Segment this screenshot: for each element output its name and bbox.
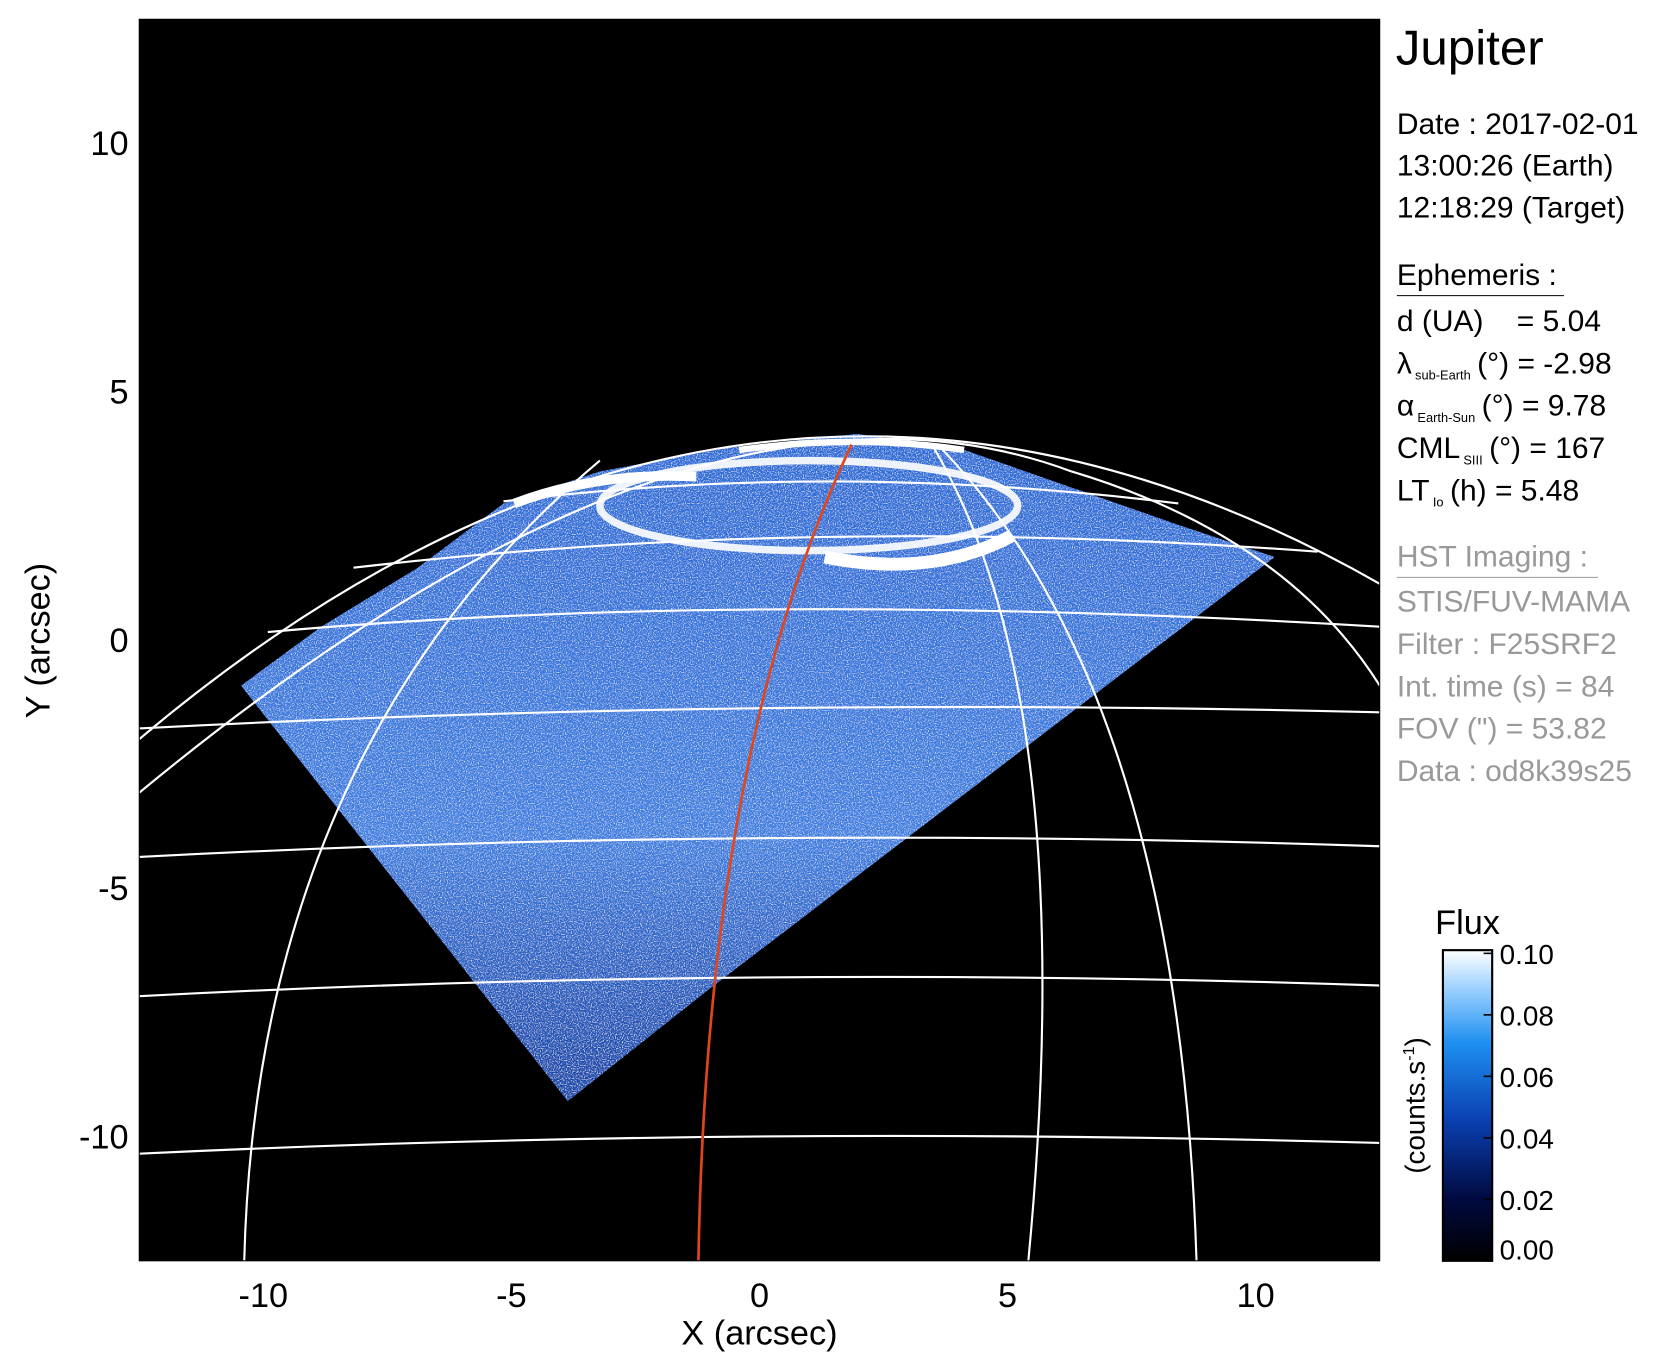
ephemeris-line: d (UA) = 5.04	[1397, 305, 1601, 338]
colorbar-label-end: )	[1400, 1037, 1431, 1046]
figure-content: X (arcsec) Y (arcsec) Jupiter Flux (coun…	[19, 18, 1639, 1352]
y-tick-label: -5	[98, 870, 128, 908]
colorbar-tick-label: 0.08	[1500, 1001, 1554, 1032]
colorbar-tick-label: 0.04	[1500, 1124, 1554, 1155]
ephemeris-value: (h) = 5.48	[1450, 474, 1579, 507]
imaging-line: STIS/FUV-MAMA	[1397, 586, 1630, 619]
date-line: 12:18:29 (Target)	[1397, 191, 1625, 224]
colorbar-title: Flux	[1435, 904, 1500, 942]
y-tick-label: 0	[109, 622, 128, 660]
imaging-line: Filter : F25SRF2	[1397, 628, 1617, 661]
ephemeris-line: α Earth-Sun (°) = 9.78	[1397, 390, 1606, 425]
y-axis-label: Y (arcsec)	[19, 563, 57, 719]
ephemeris-subscript: Io	[1433, 495, 1444, 510]
imaging-line: Data : od8k39s25	[1397, 755, 1632, 788]
y-tick-label: -10	[79, 1118, 129, 1156]
ephemeris-symbol: α	[1397, 390, 1414, 423]
x-tick-label: 10	[1237, 1277, 1275, 1315]
ephemeris-line: λ sub-Earth (°) = -2.98	[1397, 347, 1612, 382]
date-line: Date : 2017-02-01	[1397, 108, 1639, 141]
imaging-line: FOV (") = 53.82	[1397, 713, 1607, 746]
colorbar-tick-label: 0.10	[1500, 939, 1554, 970]
x-tick-label: -5	[496, 1277, 526, 1315]
ephemeris-value: (°) = 9.78	[1482, 390, 1607, 423]
colorbar-tick-label: 0.00	[1500, 1235, 1554, 1266]
ephemeris-value: (°) = 167	[1489, 432, 1605, 465]
colorbar-tick-label: 0.06	[1500, 1062, 1554, 1093]
imaging-line: Int. time (s) = 84	[1397, 670, 1614, 703]
ephemeris-value: (°) = -2.98	[1477, 347, 1611, 380]
colorbar-label: (counts.s-1)	[1400, 1037, 1431, 1174]
ephemeris-subscript: Earth-Sun	[1417, 410, 1475, 425]
x-axis-label: X (arcsec)	[681, 1314, 837, 1352]
aurora	[512, 438, 1022, 571]
x-tick-label: -10	[239, 1277, 289, 1315]
date-line: 13:00:26 (Earth)	[1397, 150, 1614, 183]
colorbar-tick-label: 0.02	[1500, 1185, 1554, 1216]
image-layer	[139, 433, 1380, 1261]
planet-grid	[139, 435, 1380, 1261]
ephemeris-heading: Ephemeris :	[1397, 259, 1557, 292]
ephemeris-line: CML SIII (°) = 167	[1397, 432, 1605, 467]
colorbar	[1441, 949, 1494, 1262]
y-tick-label: 5	[109, 374, 128, 412]
observation-image	[241, 433, 1275, 1102]
x-tick-label: 5	[998, 1277, 1017, 1315]
ephemeris-value: d (UA) = 5.04	[1397, 305, 1601, 338]
ephemeris-subscript: sub-Earth	[1415, 368, 1471, 383]
ephemeris-line: LT Io (h) = 5.48	[1397, 474, 1579, 509]
chart-title: Jupiter	[1396, 20, 1544, 75]
x-tick-label: 0	[750, 1277, 769, 1315]
ephemeris-symbol: CML	[1397, 432, 1460, 465]
colorbar-label-sup: -1	[1400, 1046, 1418, 1060]
ephemeris-symbol: λ	[1397, 347, 1412, 380]
ephemeris-symbol: LT	[1397, 474, 1430, 507]
central-meridian	[697, 443, 853, 1261]
imaging-heading: HST Imaging :	[1397, 541, 1588, 574]
ephemeris-subscript: SIII	[1463, 452, 1482, 467]
y-tick-label: 10	[90, 125, 128, 163]
colorbar-label-text: (counts.s	[1400, 1061, 1431, 1174]
